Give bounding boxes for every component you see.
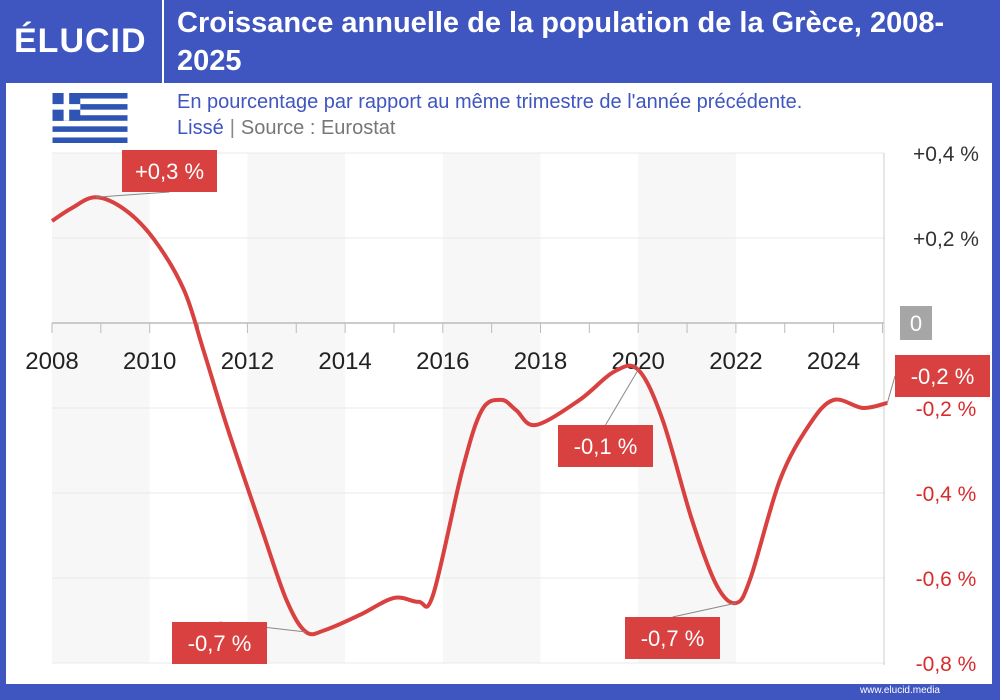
x-tick-label: 2008 — [25, 348, 78, 375]
annotation-label: -0,2 % — [911, 364, 975, 389]
y-tick-label: +0,2 % — [913, 228, 979, 251]
header-divider — [162, 0, 164, 83]
y-tick-label: -0,2 % — [916, 398, 977, 421]
annotation-leader — [95, 191, 170, 198]
annotation-box — [172, 622, 267, 664]
x-tick-label: 2016 — [416, 348, 469, 375]
y-tick-label: -0,8 % — [916, 653, 977, 676]
chart-subtitle: En pourcentage par rapport au même trime… — [177, 91, 803, 113]
x-tick-label: 2010 — [123, 348, 176, 375]
annotation-label: -0,7 % — [641, 626, 705, 651]
y-tick-label: +0,4 % — [913, 143, 979, 166]
annotation-label: +0,3 % — [135, 159, 204, 184]
elucid-logo: ÉLUCID — [14, 22, 147, 60]
header: ÉLUCID Croissance annuelle de la populat… — [0, 0, 1000, 83]
greece-flag-icon — [52, 93, 128, 143]
series-line — [50, 195, 888, 637]
x-tick-label: 2018 — [514, 348, 567, 375]
annotation-box — [558, 425, 653, 467]
smoothing-note: Lissé — [177, 117, 224, 139]
annotation-leader — [886, 375, 896, 404]
source-text: Source : Eurostat — [240, 117, 396, 139]
x-tick-label: 2014 — [318, 348, 371, 375]
annotation-box — [122, 150, 217, 192]
source-line: Lissé | Source : Eurostat — [177, 115, 395, 141]
y-tick-label: -0,6 % — [916, 568, 977, 591]
annotation-box — [895, 355, 990, 397]
chart-title: Croissance annuelle de la population de … — [177, 7, 945, 77]
x-tick-label: 2012 — [221, 348, 274, 375]
annotation-leader — [672, 602, 737, 618]
y-tick-label: -0,4 % — [916, 483, 977, 506]
annotation-label: -0,1 % — [574, 434, 638, 459]
x-tick-label: 2024 — [807, 348, 860, 375]
separator: | — [229, 117, 235, 139]
zero-badge — [900, 306, 932, 340]
y-tick-label: 0 — [910, 311, 922, 336]
annotation-box — [625, 617, 720, 659]
annotation-leader — [605, 369, 639, 426]
x-tick-label: 2022 — [709, 348, 762, 375]
annotation-label: -0,7 % — [188, 631, 252, 656]
footer-url[interactable]: www.elucid.media — [859, 685, 940, 696]
